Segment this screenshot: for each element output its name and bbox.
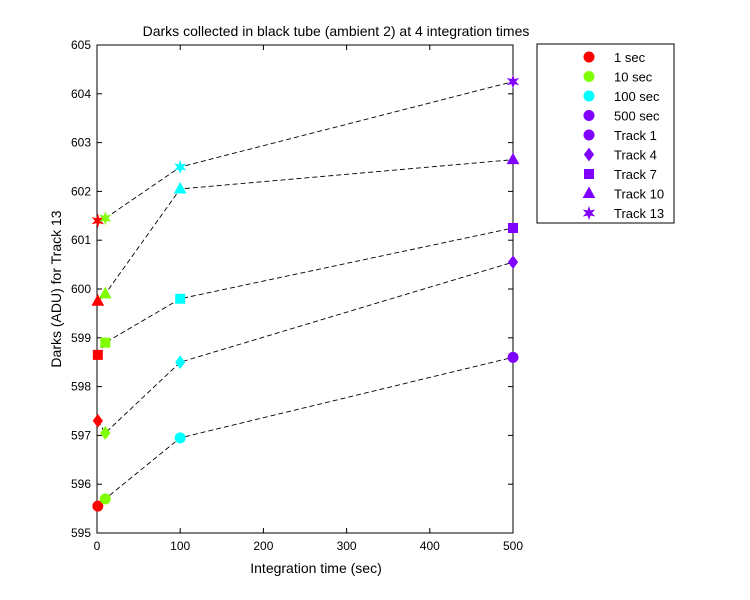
x-tick-label: 200 [253,539,273,553]
legend-entry: 500 sec [583,109,660,124]
legend-box [536,43,675,224]
y-tick-label: 602 [71,184,91,198]
x-tick-label: 300 [337,539,357,553]
y-tick-label: 598 [71,380,91,394]
legend-label: Track 10 [614,187,664,202]
legend-marker [582,205,596,221]
y-tick-label: 596 [71,477,91,491]
legend-marker [583,51,595,63]
data-point-track-13-100-sec [174,159,187,175]
legend-label: Track 7 [614,167,657,182]
legend-marker [582,186,596,198]
y-tick-label: 600 [71,282,91,296]
y-tick-label: 601 [71,233,91,247]
legend-label: Track 1 [614,128,657,143]
legend: 1 sec 10 sec 100 sec 500 sec Track 1 Track 4 T… [536,43,675,224]
series-line-track-10 [97,159,514,302]
data-point-track-7-10-sec [100,337,111,348]
legend-entry: 1 sec [583,50,646,65]
data-point-track-4-10-sec [100,426,111,440]
legend-label: 10 sec [614,70,653,85]
data-point-track-10-1-sec [91,294,105,306]
legend-marker [583,129,595,141]
data-point-track-1-100-sec [174,432,186,444]
legend-entry: Track 13 [582,205,664,221]
data-point-track-1-10-sec [99,493,111,505]
series-line-track-7 [97,227,514,356]
data-point-track-13-500-sec [506,74,520,89]
y-tick-label: 604 [71,87,91,101]
series-line-track-13 [97,81,514,222]
data-point-track-1-1-sec [92,500,104,512]
x-axis-label: Integration time (sec) [250,560,382,576]
x-tick-label: 500 [503,539,523,553]
x-tick-label: 0 [94,539,101,553]
legend-marker [584,169,594,179]
legend-marker [583,147,595,162]
data-point-track-7-500-sec [508,223,518,233]
data-point-track-10-500-sec [506,152,520,165]
legend-entry: Track 4 [583,147,657,163]
legend-entry: 100 sec [583,89,660,104]
plot-area-frame [96,44,514,534]
data-point-track-10-100-sec [173,181,187,194]
legend-label: Track 13 [614,206,664,221]
x-tick-label: 400 [420,539,440,553]
series-lines [97,81,514,507]
y-axis-label: Darks (ADU) for Track 13 [48,210,64,367]
axis-tick-labels: 0 100 200 300 400 500 595 596 597 598 599 600 601 602… [71,38,523,553]
y-tick-label: 597 [71,428,91,442]
data-point-track-7-1-sec [92,349,103,360]
legend-label: 100 sec [614,89,660,104]
legend-label: Track 4 [614,148,657,163]
data-point-track-4-1-sec [92,413,103,428]
y-tick-label: 595 [71,526,91,540]
x-tick-label: 100 [170,539,190,553]
series-line-track-4 [97,261,514,434]
data-point-track-7-100-sec [175,293,186,304]
legend-entry: Track 7 [584,167,657,182]
legend-marker [583,71,595,82]
series-line-track-1 [97,356,514,507]
y-tick-label: 603 [71,136,91,150]
data-point-track-1-500-sec [507,351,519,363]
data-point-track-13-10-sec [99,211,112,226]
legend-entry: Track 10 [582,186,664,202]
legend-label: 1 sec [614,50,646,65]
legend-marker [583,110,595,121]
data-point-track-4-500-sec [507,255,519,269]
data-point-track-10-10-sec [98,286,112,299]
y-tick-label: 599 [71,331,91,345]
legend-label: 500 sec [614,109,660,124]
chart-title: Darks collected in black tube (ambient 2… [143,23,530,39]
axis-ticks [96,44,514,534]
legend-entry: 10 sec [583,70,653,85]
data-markers [91,74,520,512]
data-point-track-4-100-sec [175,355,186,370]
legend-entry: Track 1 [583,128,657,143]
y-tick-label: 605 [71,38,91,52]
legend-marker [583,90,595,102]
